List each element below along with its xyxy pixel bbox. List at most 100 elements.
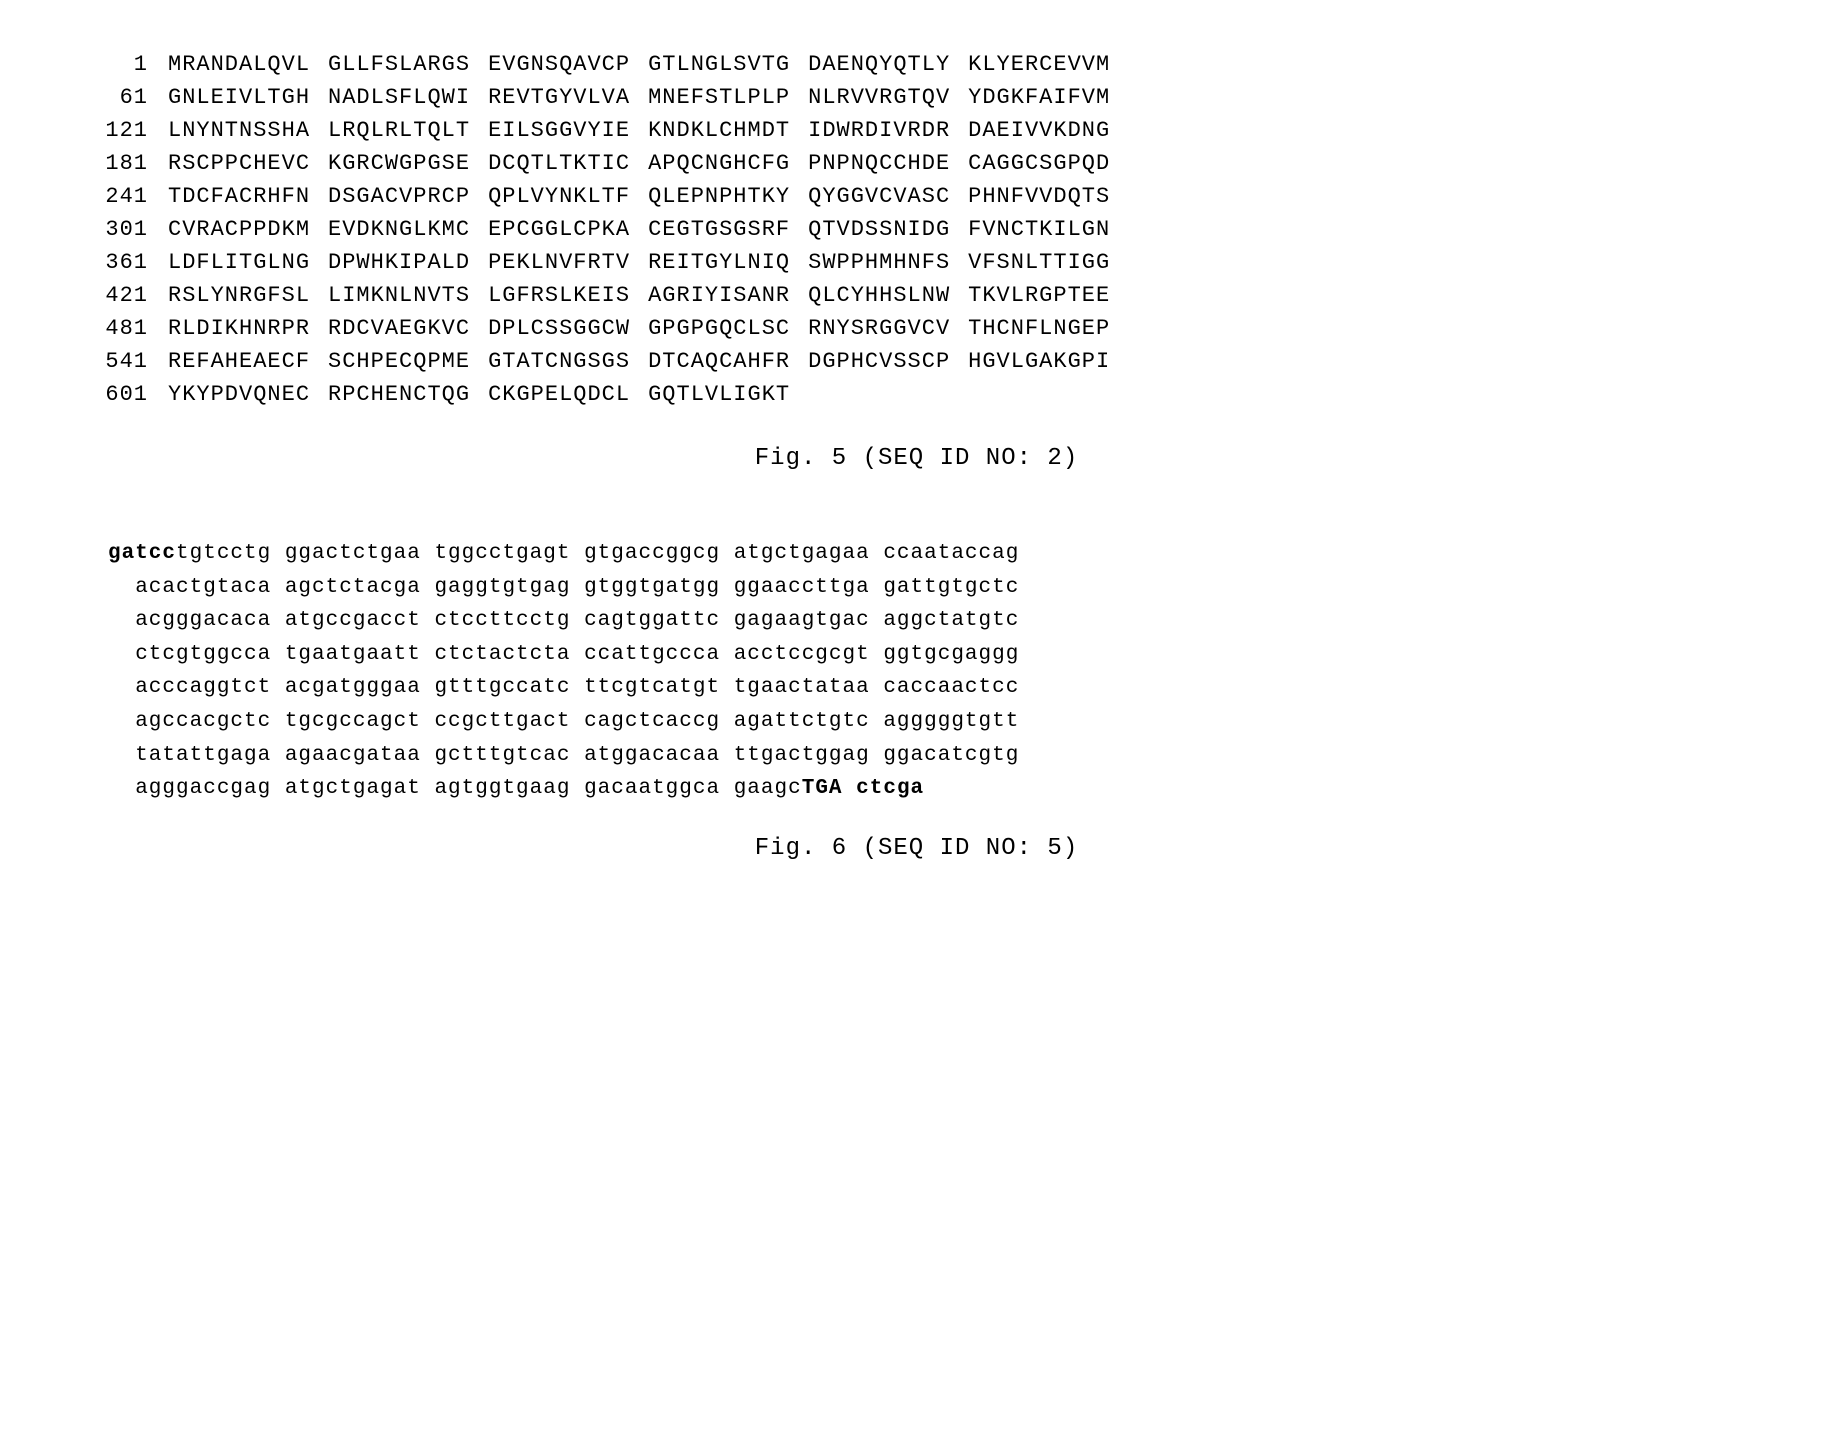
dna-seq-row: tatattgaga agaacgataa gctttgtcac atggaca… bbox=[108, 739, 1765, 773]
protein-seq-group: IDWRDIVRDR bbox=[808, 114, 950, 147]
protein-seq-row: 421RSLYNRGFSL LIMKNLNVTS LGFRSLKEIS AGRIYIS… bbox=[68, 279, 1765, 312]
protein-seq-group: VFSNLTTIGG bbox=[968, 246, 1110, 279]
protein-seq-group: AGRIYISANR bbox=[648, 279, 790, 312]
protein-seq-group: GTLNGLSVTG bbox=[648, 48, 790, 81]
protein-seq-group: GQTLVLIGKT bbox=[648, 378, 790, 411]
protein-seq-group: YDGKFAIFVM bbox=[968, 81, 1110, 114]
protein-seq-group: MRANDALQVL bbox=[168, 48, 310, 81]
protein-seq-group: RSCPPCHEVC bbox=[168, 147, 310, 180]
protein-seq-row: 481RLDIKHNRPR RDCVAEGKVC DPLCSSGGCW GPGPGQC… bbox=[68, 312, 1765, 345]
protein-seq-group: LGFRSLKEIS bbox=[488, 279, 630, 312]
protein-seq-group: DSGACVPRCP bbox=[328, 180, 470, 213]
protein-seq-group: KLYERCEVVM bbox=[968, 48, 1110, 81]
protein-seq-group: TDCFACRHFN bbox=[168, 180, 310, 213]
protein-seq-group: EVGNSQAVCP bbox=[488, 48, 630, 81]
protein-seq-group: CKGPELQDCL bbox=[488, 378, 630, 411]
protein-seq-row: 361LDFLITGLNG DPWHKIPALD PEKLNVFRTV REITGYL… bbox=[68, 246, 1765, 279]
protein-seq-group: QLCYHHSLNW bbox=[808, 279, 950, 312]
position-number: 421 bbox=[68, 279, 168, 312]
position-number: 361 bbox=[68, 246, 168, 279]
dna-prefix-bold: gatcc bbox=[108, 542, 176, 565]
position-number: 481 bbox=[68, 312, 168, 345]
protein-seq-group: LNYNTNSSHA bbox=[168, 114, 310, 147]
protein-seq-group: YKYPDVQNEC bbox=[168, 378, 310, 411]
protein-seq-group: GPGPGQCLSC bbox=[648, 312, 790, 345]
protein-seq-row: 181RSCPPCHEVC KGRCWGPGSE DCQTLTKTIC APQCNGH… bbox=[68, 147, 1765, 180]
protein-seq-group: DGPHCVSSCP bbox=[808, 345, 950, 378]
position-number: 601 bbox=[68, 378, 168, 411]
protein-seq-group: DAEIVVKDNG bbox=[968, 114, 1110, 147]
protein-seq-row: 241TDCFACRHFN DSGACVPRCP QPLVYNKLTF QLEPNPH… bbox=[68, 180, 1765, 213]
protein-seq-group: KNDKLCHMDT bbox=[648, 114, 790, 147]
protein-seq-group: THCNFLNGEP bbox=[968, 312, 1110, 345]
protein-seq-group: CAGGCSGPQD bbox=[968, 147, 1110, 180]
protein-seq-group: DAENQYQTLY bbox=[808, 48, 950, 81]
protein-seq-row: 1MRANDALQVL GLLFSLARGS EVGNSQAVCP GTLNGLSVT… bbox=[68, 48, 1765, 81]
position-number: 1 bbox=[68, 48, 168, 81]
protein-seq-group: DPLCSSGGCW bbox=[488, 312, 630, 345]
position-number: 301 bbox=[68, 213, 168, 246]
dna-seq-row: gatcctgtcctg ggactctgaa tggcctgagt gtgac… bbox=[108, 537, 1765, 571]
protein-seq-group: KGRCWGPGSE bbox=[328, 147, 470, 180]
protein-seq-group: APQCNGHCFG bbox=[648, 147, 790, 180]
protein-seq-row: 541REFAHEAECF SCHPECQPME GTATCNGSGS DTCAQCA… bbox=[68, 345, 1765, 378]
protein-seq-group: PNPNQCCHDE bbox=[808, 147, 950, 180]
position-number: 541 bbox=[68, 345, 168, 378]
position-number: 121 bbox=[68, 114, 168, 147]
position-number: 181 bbox=[68, 147, 168, 180]
dna-suffix-bold: ctcga bbox=[856, 777, 924, 800]
protein-seq-group: CVRACPPDKM bbox=[168, 213, 310, 246]
position-number: 241 bbox=[68, 180, 168, 213]
protein-seq-group: QTVDSSNIDG bbox=[808, 213, 950, 246]
protein-seq-group: REVTGYVLVA bbox=[488, 81, 630, 114]
protein-seq-group: PHNFVVDQTS bbox=[968, 180, 1110, 213]
figure-6-caption: Fig. 6 (SEQ ID NO: 5) bbox=[68, 831, 1765, 867]
figure-5-caption: Fig. 5 (SEQ ID NO: 2) bbox=[68, 441, 1765, 477]
protein-seq-group: QLEPNPHTKY bbox=[648, 180, 790, 213]
protein-seq-group: LDFLITGLNG bbox=[168, 246, 310, 279]
dna-seq-row: acccaggtct acgatgggaa gtttgccatc ttcgtca… bbox=[108, 671, 1765, 705]
protein-seq-group: GLLFSLARGS bbox=[328, 48, 470, 81]
protein-seq-group: RSLYNRGFSL bbox=[168, 279, 310, 312]
protein-seq-group: EVDKNGLKMC bbox=[328, 213, 470, 246]
protein-seq-group: EILSGGVYIE bbox=[488, 114, 630, 147]
protein-seq-group: FVNCTKILGN bbox=[968, 213, 1110, 246]
protein-seq-group: RLDIKHNRPR bbox=[168, 312, 310, 345]
position-number: 61 bbox=[68, 81, 168, 114]
protein-seq-group: RNYSRGGVCV bbox=[808, 312, 950, 345]
protein-seq-group: REFAHEAECF bbox=[168, 345, 310, 378]
protein-seq-group: DTCAQCAHFR bbox=[648, 345, 790, 378]
protein-seq-group: CEGTGSGSRF bbox=[648, 213, 790, 246]
protein-seq-group: RPCHENCTQG bbox=[328, 378, 470, 411]
protein-seq-group: LIMKNLNVTS bbox=[328, 279, 470, 312]
protein-seq-group: SCHPECQPME bbox=[328, 345, 470, 378]
protein-seq-group: NLRVVRGTQV bbox=[808, 81, 950, 114]
protein-seq-group: EPCGGLCPKA bbox=[488, 213, 630, 246]
protein-seq-group: SWPPHMHNFS bbox=[808, 246, 950, 279]
protein-seq-row: 301CVRACPPDKM EVDKNGLKMC EPCGGLCPKA CEGTGSG… bbox=[68, 213, 1765, 246]
dna-seq-row: agggaccgag atgctgagat agtggtgaag gacaatg… bbox=[108, 772, 1765, 806]
protein-seq-row: 601YKYPDVQNEC RPCHENCTQG CKGPELQDCL GQTLVLI… bbox=[68, 378, 1765, 411]
dna-seq-row: acactgtaca agctctacga gaggtgtgag gtggtga… bbox=[108, 571, 1765, 605]
protein-seq-group: DPWHKIPALD bbox=[328, 246, 470, 279]
protein-seq-row: 121LNYNTNSSHA LRQLRLTQLT EILSGGVYIE KNDKLCH… bbox=[68, 114, 1765, 147]
dna-stop-codon: TGA bbox=[802, 777, 843, 800]
dna-seq-row: ctcgtggcca tgaatgaatt ctctactcta ccattgc… bbox=[108, 638, 1765, 672]
protein-seq-row: 61GNLEIVLTGHNADLSFLQWIREVTGYVLVAMNEFSTLP… bbox=[68, 81, 1765, 114]
protein-seq-group: QYGGVCVASC bbox=[808, 180, 950, 213]
protein-seq-group: TKVLRGPTEE bbox=[968, 279, 1110, 312]
protein-seq-group: REITGYLNIQ bbox=[648, 246, 790, 279]
protein-seq-group: DCQTLTKTIC bbox=[488, 147, 630, 180]
protein-seq-group: PEKLNVFRTV bbox=[488, 246, 630, 279]
dna-seq-row: agccacgctc tgcgccagct ccgcttgact cagctca… bbox=[108, 705, 1765, 739]
protein-seq-group: HGVLGAKGPI bbox=[968, 345, 1110, 378]
protein-seq-group: NADLSFLQWI bbox=[328, 81, 470, 114]
protein-seq-group: GTATCNGSGS bbox=[488, 345, 630, 378]
dna-sequence-block: gatcctgtcctg ggactctgaa tggcctgagt gtgac… bbox=[68, 537, 1765, 806]
dna-seq-row: acgggacaca atgccgacct ctccttcctg cagtgga… bbox=[108, 604, 1765, 638]
protein-seq-group: QPLVYNKLTF bbox=[488, 180, 630, 213]
protein-sequence-block: 1MRANDALQVL GLLFSLARGS EVGNSQAVCP GTLNGLSVT… bbox=[68, 48, 1765, 411]
protein-seq-group: MNEFSTLPLP bbox=[648, 81, 790, 114]
protein-seq-group: RDCVAEGKVC bbox=[328, 312, 470, 345]
protein-seq-group: LRQLRLTQLT bbox=[328, 114, 470, 147]
